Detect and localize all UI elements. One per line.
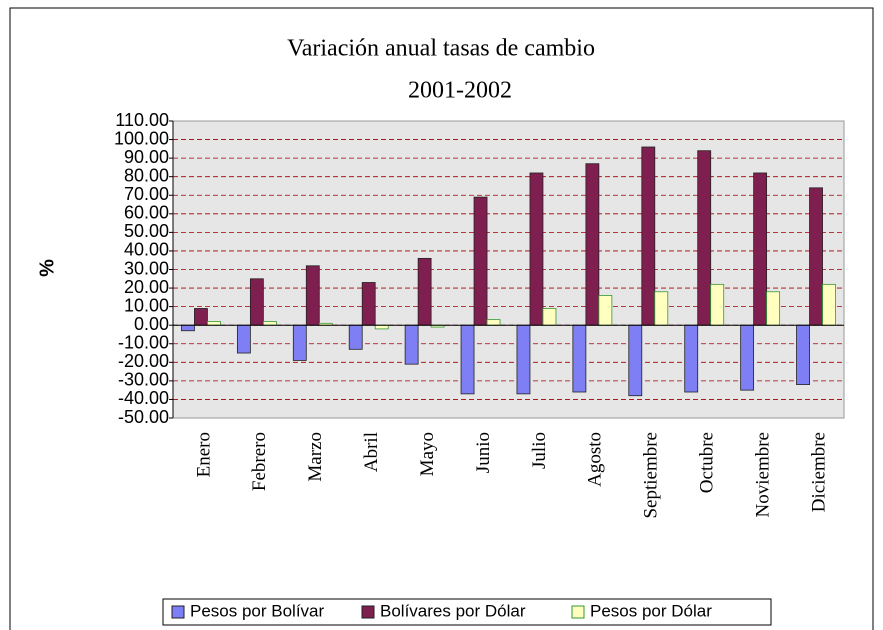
bar [598, 295, 613, 326]
x-tick-label: Diciembre [808, 432, 829, 512]
bar [796, 324, 810, 385]
bar [628, 324, 643, 397]
plot-area [172, 120, 845, 419]
legend-label: Bolívares por Dólar [380, 601, 526, 620]
bar [404, 324, 419, 365]
y-tick-label: 100.00 [114, 128, 169, 148]
bar [236, 324, 251, 354]
bar [460, 324, 475, 395]
y-tick-label: -10.00 [118, 333, 169, 353]
x-tick-label: Marzo [305, 432, 326, 482]
bar [529, 172, 544, 326]
bar [348, 324, 363, 350]
bar [654, 291, 669, 326]
legend-box [162, 598, 772, 626]
bar [305, 265, 320, 326]
bar [697, 150, 712, 326]
y-tick-label: 80.00 [124, 165, 169, 185]
y-tick-label: 90.00 [124, 147, 169, 167]
x-tick-label: Febrero [249, 432, 270, 491]
bar [710, 283, 725, 326]
bar [181, 324, 195, 332]
y-tick-label: -50.00 [118, 407, 169, 427]
x-tick-label: Noviembre [752, 432, 773, 517]
x-tick-label: Octubre [697, 432, 718, 493]
chart-subtitle: 2001-2002 [408, 78, 512, 104]
y-axis-label: % [36, 259, 58, 277]
x-tick-label: Septiembre [641, 432, 662, 519]
x-tick-label: Mayo [417, 432, 438, 476]
bar [572, 324, 587, 393]
bar [374, 324, 389, 330]
bar [417, 257, 432, 326]
y-tick-label: -40.00 [118, 388, 169, 408]
chart-frame [9, 7, 874, 630]
y-tick-label: -30.00 [118, 370, 169, 390]
bar [641, 146, 656, 326]
y-tick-label: 10.00 [124, 295, 169, 315]
bar [516, 324, 531, 395]
bar [292, 324, 307, 361]
y-tick-label: 40.00 [124, 240, 169, 260]
bar [740, 324, 755, 391]
legend-swatch [571, 605, 585, 619]
legend-label: Pesos por Bolívar [190, 601, 325, 620]
legend-label: Pesos por Dólar [590, 601, 712, 620]
bar [486, 319, 501, 326]
y-tick-label: 0.00 [134, 314, 169, 334]
y-tick-label: 30.00 [124, 258, 169, 278]
bar [473, 196, 488, 326]
x-tick-label: Agosto [585, 432, 606, 487]
bar [207, 321, 221, 326]
bar [809, 187, 823, 326]
y-tick-label: 60.00 [124, 203, 169, 223]
y-tick-label: 110.00 [115, 110, 169, 130]
y-tick-label: 20.00 [124, 277, 169, 297]
legend-swatch [171, 605, 185, 619]
chart-title: Variación anual tasas de cambio [287, 36, 595, 62]
bar [585, 163, 600, 326]
bar [753, 172, 768, 326]
bar [684, 324, 699, 393]
bar [194, 308, 208, 326]
x-tick-label: Abril [361, 432, 382, 472]
x-tick-label: Junio [473, 432, 494, 473]
bar [262, 321, 277, 326]
y-tick-label: -20.00 [118, 351, 169, 371]
bar [361, 282, 376, 326]
bar [249, 278, 264, 326]
bar [542, 308, 557, 326]
legend-swatch [361, 605, 375, 619]
bar [822, 283, 836, 326]
y-tick-label: 70.00 [124, 184, 169, 204]
bar [766, 291, 781, 326]
y-tick-label: 50.00 [124, 221, 169, 241]
x-tick-label: Enero [193, 432, 214, 477]
x-tick-label: Julio [529, 432, 550, 469]
